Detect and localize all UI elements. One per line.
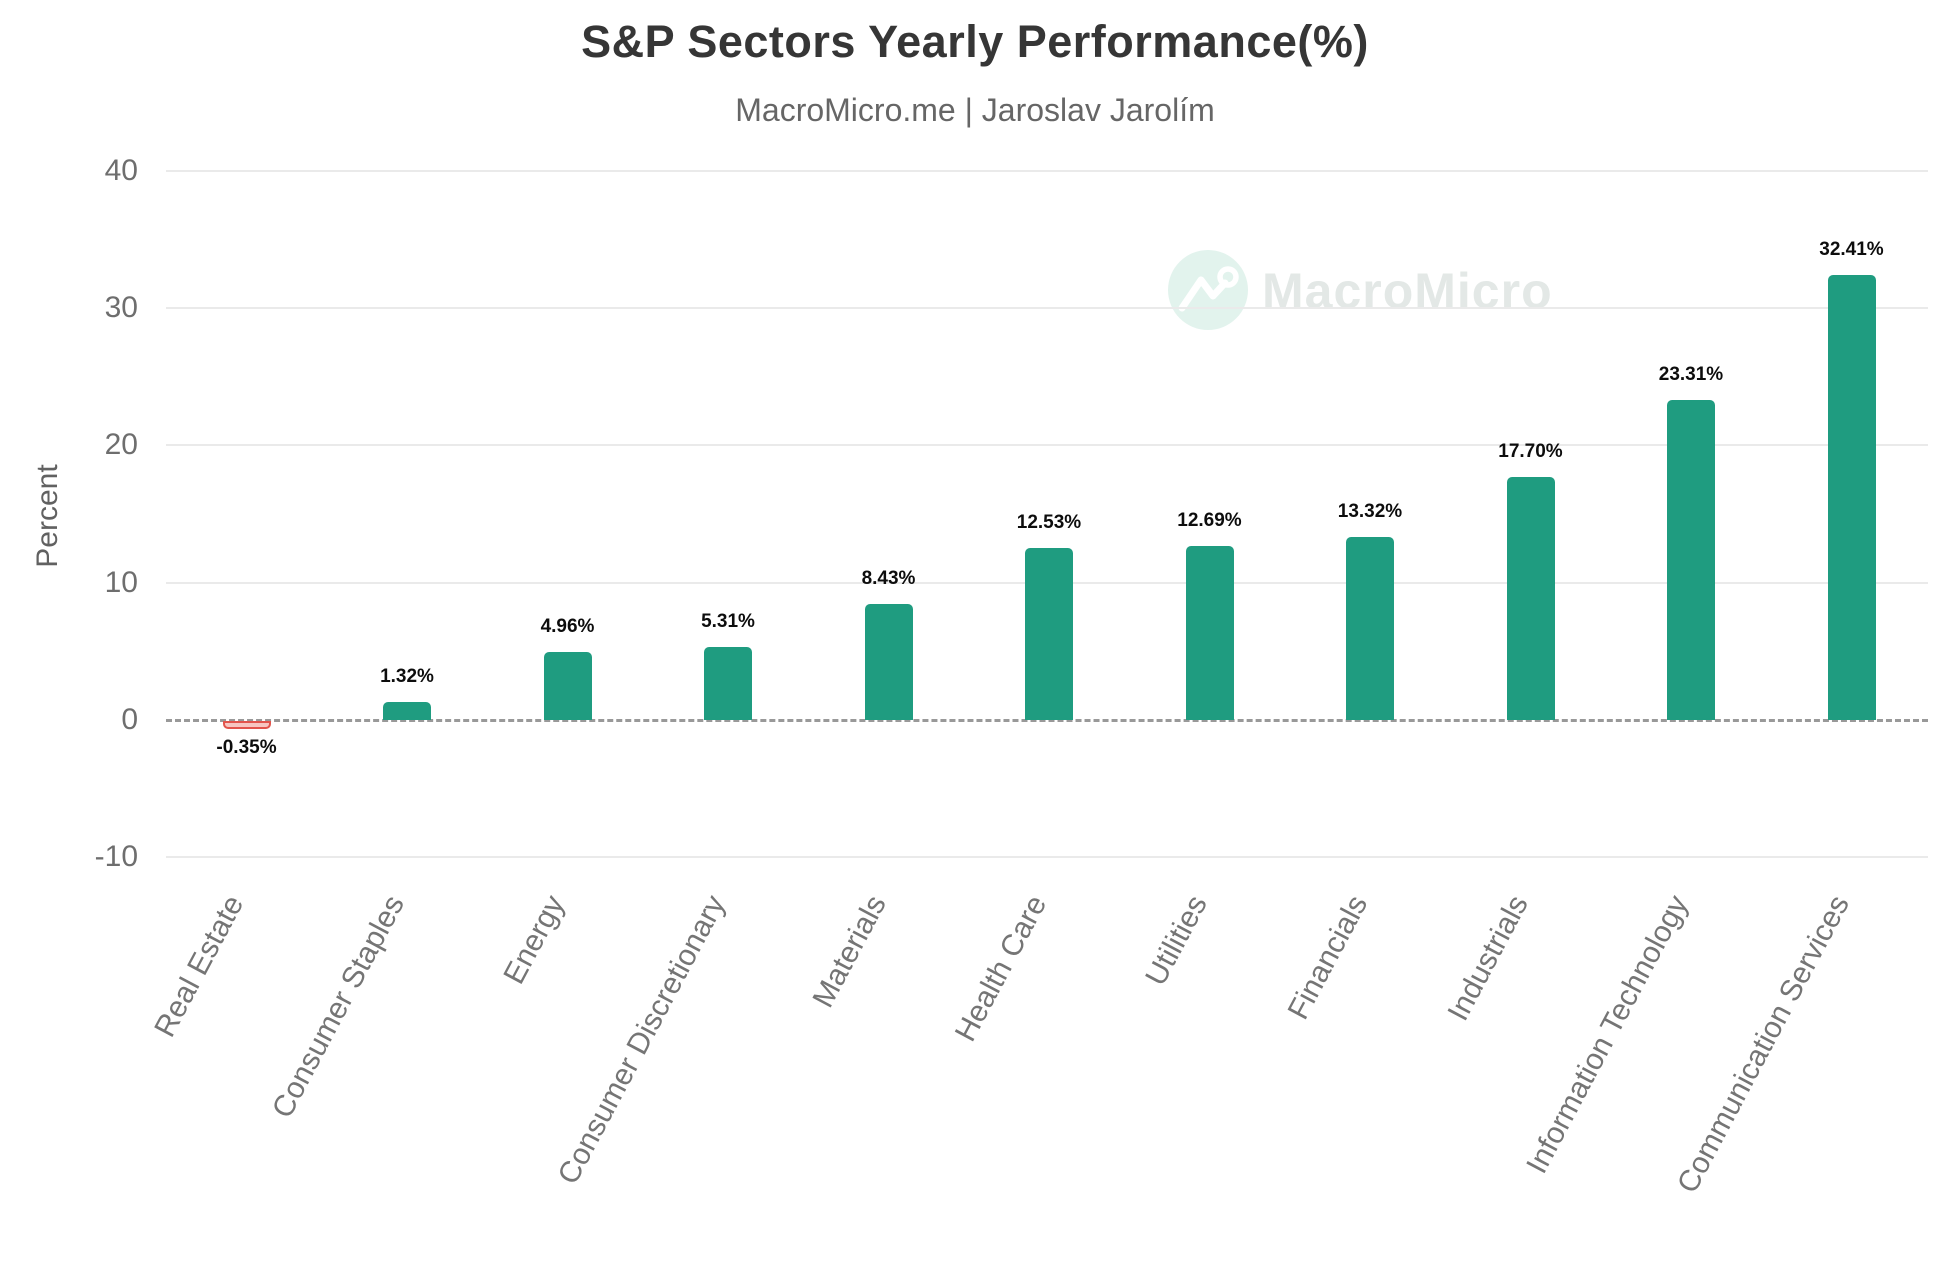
y-tick-label: 0 <box>121 703 138 736</box>
value-label: 17.70% <box>1498 440 1563 462</box>
x-category-label: Communication Services <box>1670 890 1856 1199</box>
value-label: 32.41% <box>1819 239 1884 260</box>
x-category-label: Materials <box>806 890 893 1013</box>
x-category-label: Industrials <box>1441 890 1535 1027</box>
value-label: 5.31% <box>701 611 755 633</box>
x-category-label: Utilities <box>1139 890 1214 991</box>
bar-materials[interactable] <box>864 604 913 720</box>
y-tick-label: 40 <box>104 153 138 187</box>
bar-industrials[interactable] <box>1506 476 1555 720</box>
y-tick-label: 20 <box>104 428 138 462</box>
x-category-label: Information Technology <box>1520 890 1696 1179</box>
value-label: 8.43% <box>861 568 916 590</box>
value-label: 12.69% <box>1177 509 1242 531</box>
bar-real-estate[interactable] <box>222 721 271 729</box>
bar-financials[interactable] <box>1346 537 1394 720</box>
gridline <box>166 169 1928 172</box>
x-category-label: Consumer Staples <box>266 890 412 1124</box>
watermark-brand-text: MacroMicro <box>1262 263 1553 319</box>
bar-consumer-discretionary[interactable] <box>704 647 752 720</box>
chart-title: S&P Sectors Yearly Performance(%) <box>581 16 1369 67</box>
x-category-label: Real Estate <box>148 890 251 1043</box>
chart-subtitle: MacroMicro.me | Jaroslav Jarolím <box>735 92 1215 128</box>
x-category-label: Financials <box>1281 890 1375 1025</box>
value-label: 13.32% <box>1337 501 1403 523</box>
y-tick-label: -10 <box>94 840 138 874</box>
y-tick-label: 30 <box>104 291 138 325</box>
value-label: 12.53% <box>1016 511 1082 533</box>
gridline <box>166 856 1928 859</box>
macromicro-logo-icon <box>1168 250 1248 330</box>
x-category-label: Energy <box>497 890 572 990</box>
bar-utilities[interactable] <box>1185 545 1234 720</box>
value-label: 4.96% <box>540 615 595 637</box>
bar-communication-services[interactable] <box>1827 275 1876 720</box>
bar-consumer-staples[interactable] <box>383 701 431 720</box>
x-category-label: Health Care <box>948 890 1054 1047</box>
gridline <box>166 444 1928 447</box>
bar-energy[interactable] <box>543 651 592 720</box>
value-label: -0.35% <box>216 737 277 758</box>
x-category-label: Consumer Discretionary <box>551 890 733 1190</box>
gridline <box>166 307 1928 310</box>
value-label: 1.32% <box>380 665 434 687</box>
bar-health-care[interactable] <box>1025 547 1073 720</box>
bar-information-technology[interactable] <box>1667 399 1715 720</box>
value-label: 23.31% <box>1658 363 1724 385</box>
y-tick-label: 10 <box>104 565 138 599</box>
zero-dashed-line <box>166 719 1928 722</box>
